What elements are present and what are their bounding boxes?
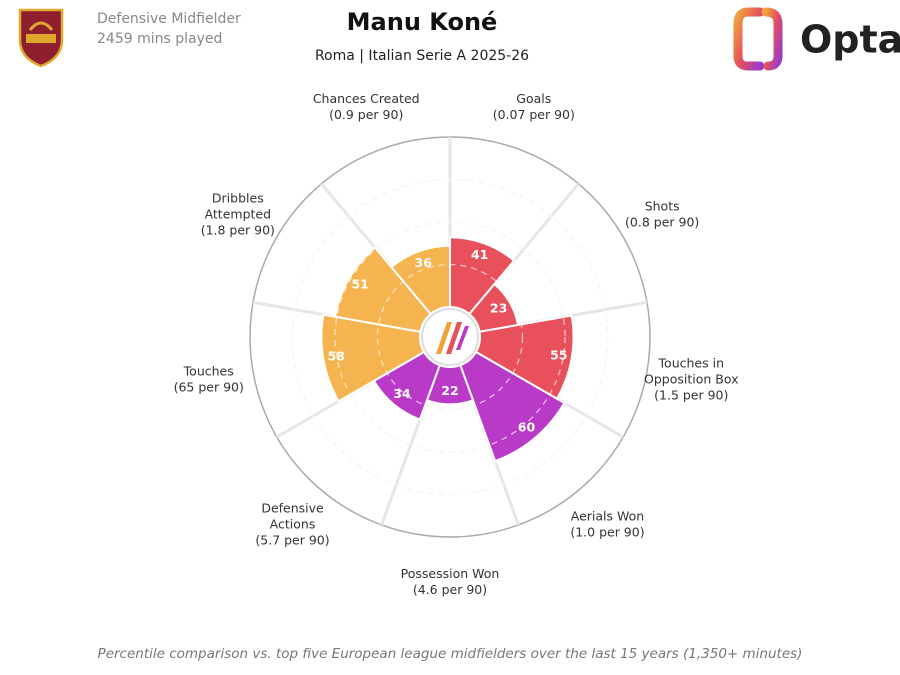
category-line: Shots [645,198,680,213]
wedge [320,313,426,403]
category-label: Possession Won (4.6 per 90) [401,566,500,597]
hub [421,308,479,366]
per90-label: (4.6 per 90) [413,582,487,597]
value-label: 41 [471,247,488,262]
wedge [372,350,442,421]
value-label: 58 [327,349,344,364]
minutes-played: 2459 mins played [97,31,222,47]
value-label: 22 [441,383,458,398]
player-role: Defensive Midfielder [97,11,241,27]
category-line: Actions [270,516,316,531]
category-label: Shots (0.8 per 90) [625,198,699,229]
per90-label: (0.8 per 90) [625,214,699,229]
per90-label: (1.0 per 90) [570,524,644,539]
category-line: Touches [183,363,234,378]
category-line: Aerials Won [571,508,644,523]
brand-name: Opta [800,18,900,62]
value-label: 55 [550,348,567,363]
category-line: Opposition Box [644,371,739,386]
value-label: 36 [415,255,433,270]
wedge [458,350,566,463]
wedge [389,244,451,316]
category-line: Goals [516,90,551,105]
plot: 41 Goals (0.07 per 90) 23 Shots (0.8 per 90) 5… [174,90,739,596]
per90-label: (1.8 per 90) [201,222,275,237]
category-line: Defensive [261,500,324,515]
category-label: Chances Created (0.9 per 90) [313,90,420,121]
per90-label: (65 per 90) [174,379,244,394]
grid-circle [291,178,609,496]
opta-logo: Opta [733,7,900,71]
value-label: 51 [351,277,368,292]
category-label: Touches (65 per 90) [174,363,244,394]
category-label: Goals (0.07 per 90) [493,90,575,121]
club-crest [18,8,64,68]
category-label: Dribbles Attempted (1.8 per 90) [201,190,275,237]
footnote: Percentile comparison vs. top five Europ… [98,646,803,662]
category-line: Chances Created [313,90,420,105]
category-line: Dribbles [212,190,264,205]
value-label: 60 [518,420,536,435]
per90-label: (0.9 per 90) [329,106,403,121]
value-label: 34 [393,386,411,401]
grid-circle [376,263,524,411]
category-label: Touches in Opposition Box (1.5 per 90) [644,355,739,402]
wedge [449,236,516,316]
chart-subtitle: Roma | Italian Serie A 2025-26 [315,48,529,64]
per90-label: (5.7 per 90) [255,532,329,547]
grid-circle [334,221,566,453]
category-label: Aerials Won (1.0 per 90) [570,508,644,539]
wedge [333,246,433,333]
chart-title: Manu Koné [347,8,498,36]
category-line: Possession Won [401,566,500,581]
wedge [474,314,575,401]
category-line: Touches in [658,355,724,370]
value-label: 23 [490,300,507,315]
per90-label: (0.07 per 90) [493,106,575,121]
category-label: Defensive Actions (5.7 per 90) [255,500,329,547]
per90-label: (1.5 per 90) [654,387,728,402]
category-line: Attempted [205,206,271,221]
